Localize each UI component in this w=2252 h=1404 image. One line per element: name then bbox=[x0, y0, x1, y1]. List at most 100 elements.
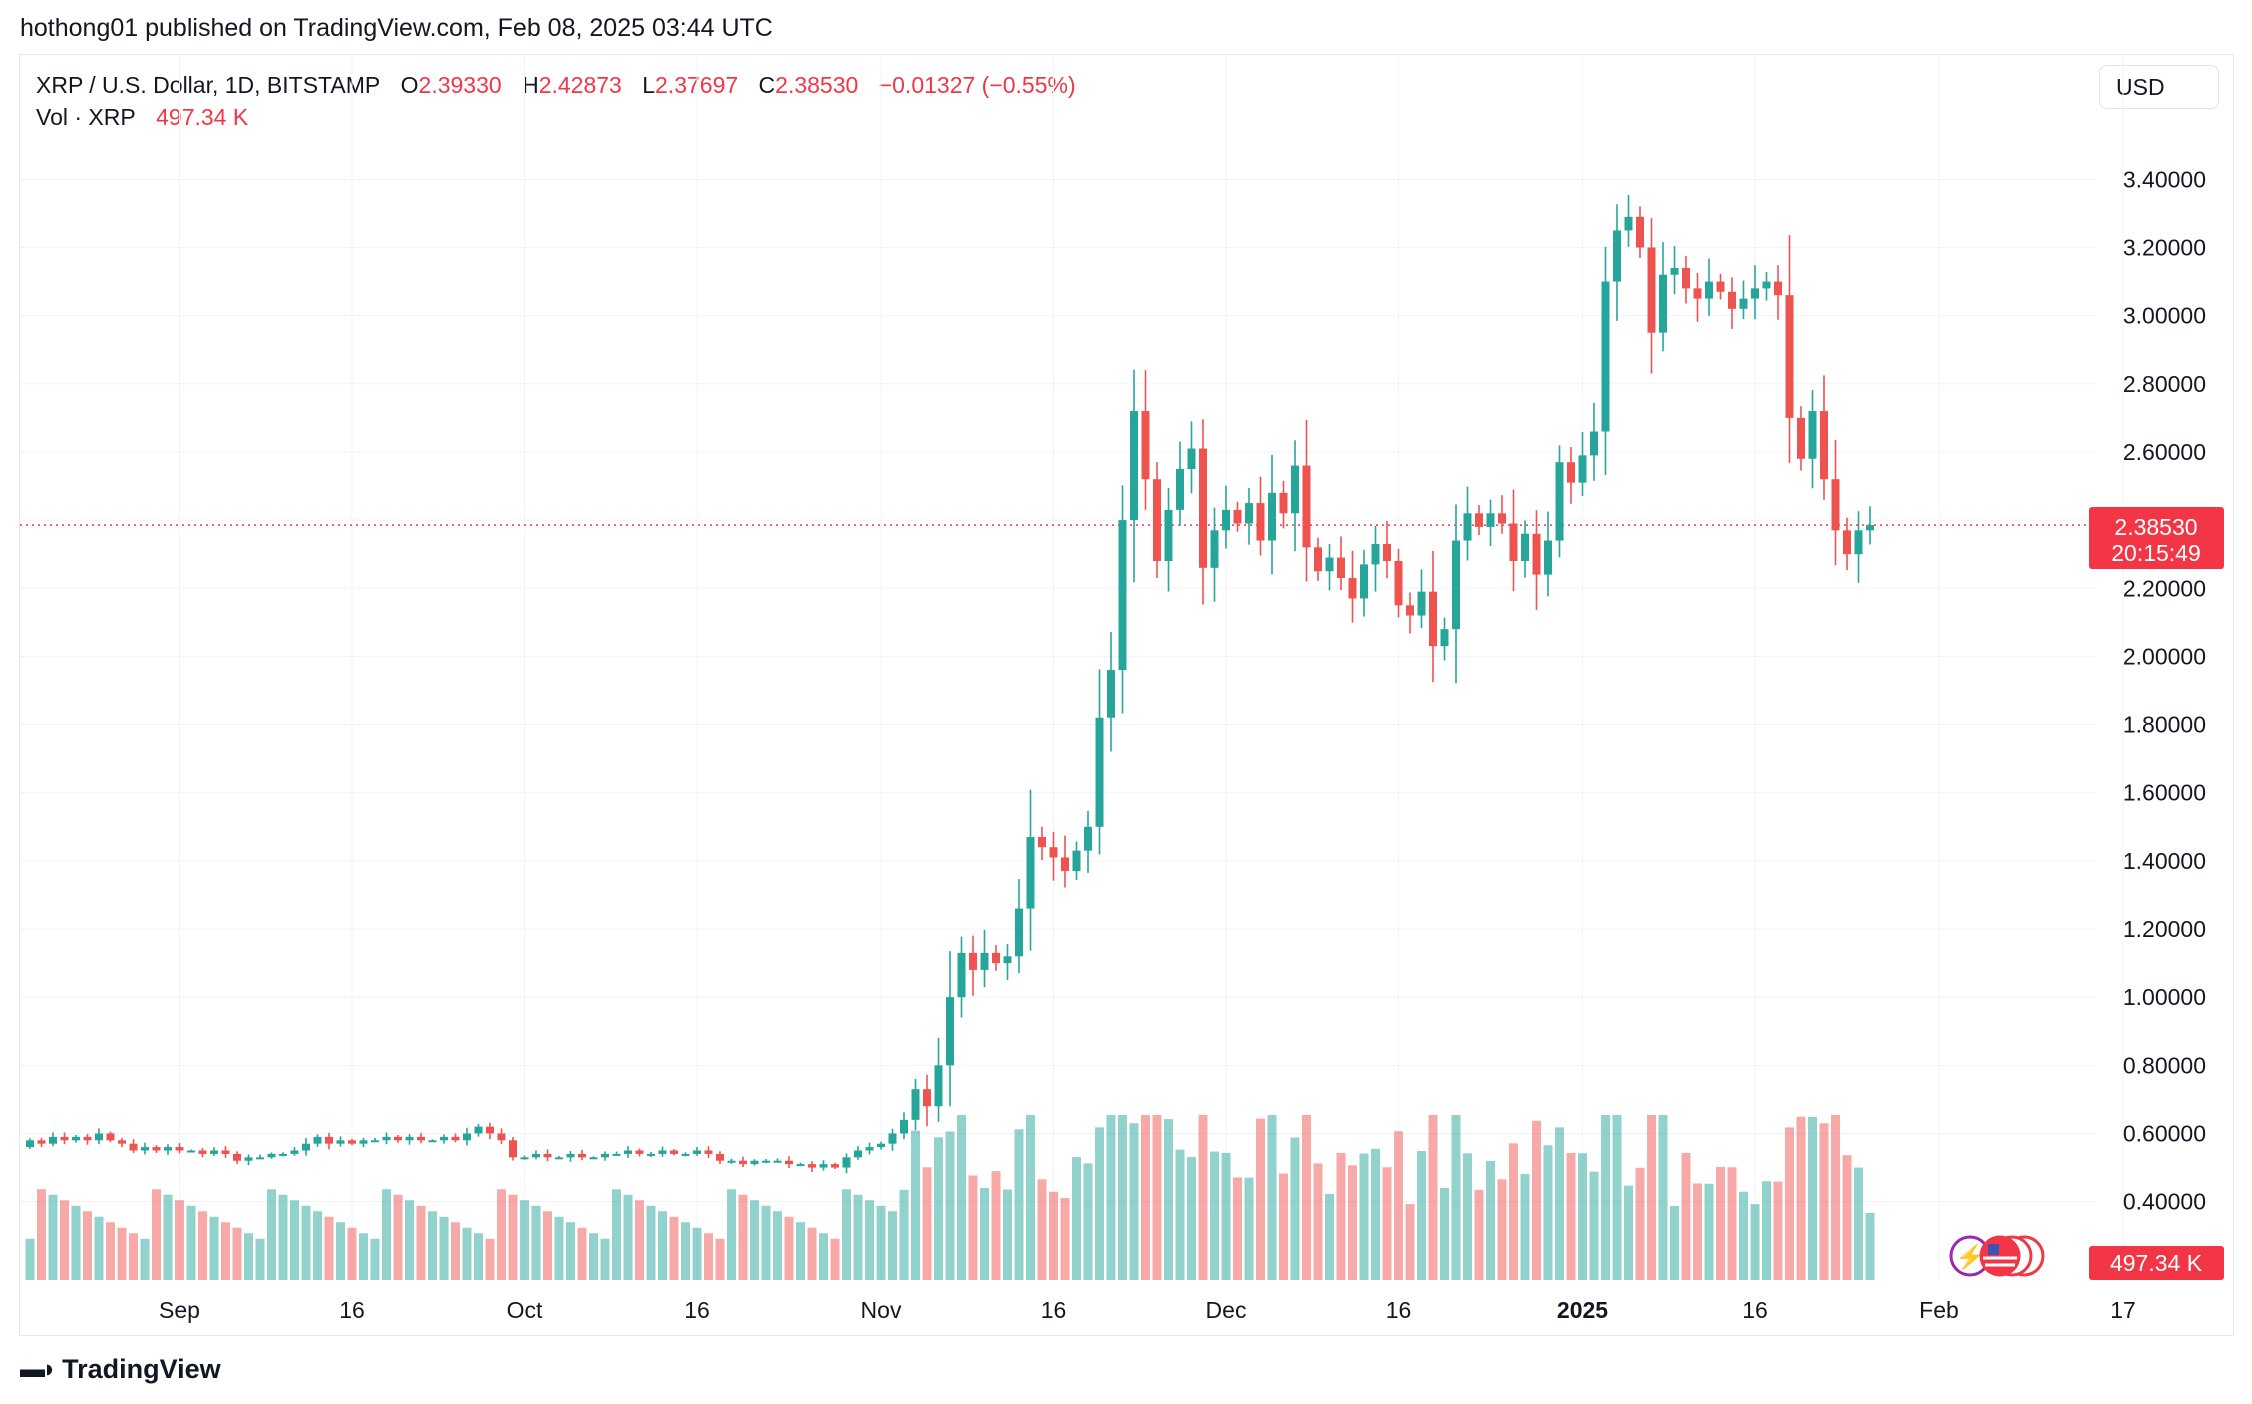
volume-bar bbox=[1405, 1204, 1415, 1280]
candle-body bbox=[520, 1157, 529, 1160]
volume-bar bbox=[1348, 1165, 1357, 1280]
volume-bar bbox=[1463, 1153, 1472, 1280]
candle-body bbox=[359, 1140, 368, 1144]
candle-body bbox=[1751, 288, 1759, 299]
candle-body bbox=[1716, 281, 1725, 292]
volume-bar bbox=[1693, 1183, 1702, 1280]
x-tick-label: 16 bbox=[1386, 1297, 1412, 1323]
volume-bar bbox=[1083, 1163, 1093, 1280]
candle-body bbox=[152, 1147, 161, 1151]
volume-bar bbox=[1359, 1153, 1369, 1280]
candle-body bbox=[1348, 578, 1357, 599]
volume-bar bbox=[1681, 1152, 1691, 1280]
candle-body bbox=[233, 1153, 241, 1161]
y-tick-label: 3.40000 bbox=[2123, 166, 2206, 192]
candle-body bbox=[141, 1147, 149, 1151]
volume-value: 497.34 K bbox=[156, 104, 249, 130]
volume-bar bbox=[1210, 1151, 1219, 1280]
volume-bar bbox=[1578, 1153, 1587, 1280]
time-axis[interactable]: Sep 16 Oct 16 Nov 16 Dec 16 2025 16 Feb 17 bbox=[159, 1297, 2136, 1323]
volume-bar bbox=[1417, 1151, 1426, 1280]
volume-bar bbox=[1762, 1181, 1771, 1280]
y-tick-label: 3.20000 bbox=[2123, 234, 2206, 260]
symbol-legend: XRP / U.S. Dollar, 1D, BITSTAMP O2.39330… bbox=[36, 72, 1076, 99]
volume-bar bbox=[1612, 1115, 1622, 1280]
volume-bar bbox=[1704, 1183, 1714, 1280]
x-tick-label: 16 bbox=[1742, 1297, 1768, 1323]
candle-body bbox=[1406, 605, 1414, 616]
candle-body bbox=[244, 1157, 253, 1161]
volume-bar bbox=[1382, 1167, 1392, 1280]
candle-body bbox=[1061, 857, 1069, 872]
candle-body bbox=[302, 1143, 310, 1151]
candle-body bbox=[49, 1136, 57, 1144]
candle-body bbox=[417, 1136, 425, 1141]
volume-bar bbox=[1520, 1173, 1530, 1280]
x-tick-label: Dec bbox=[1206, 1297, 1247, 1323]
candle-body bbox=[348, 1140, 356, 1144]
candle-body bbox=[1130, 411, 1138, 521]
event-icons[interactable]: ⚡ bbox=[1949, 1235, 2045, 1277]
volume-bar bbox=[1785, 1127, 1794, 1280]
candle-body bbox=[1475, 513, 1483, 527]
candle-body bbox=[1095, 717, 1104, 827]
price-axis[interactable]: 3.400003.200003.000002.800002.600002.400… bbox=[2123, 166, 2206, 1214]
symbol-name[interactable]: XRP / U.S. Dollar, 1D, BITSTAMP bbox=[36, 72, 381, 98]
volume-bar bbox=[589, 1233, 598, 1280]
volume-label[interactable]: Vol · XRP bbox=[36, 104, 136, 130]
volume-bar bbox=[48, 1194, 58, 1280]
candle-body bbox=[1394, 560, 1403, 606]
candle-body bbox=[1762, 281, 1771, 289]
candle-body bbox=[1291, 465, 1299, 514]
candle-body bbox=[842, 1157, 851, 1168]
candle-body bbox=[750, 1160, 759, 1165]
tradingview-logo-icon: ▬◗ bbox=[20, 1355, 57, 1383]
candle-body bbox=[969, 952, 977, 970]
candle-body bbox=[1486, 513, 1495, 527]
close-key: C bbox=[758, 72, 776, 98]
candle-body bbox=[1084, 826, 1092, 851]
volume-bar bbox=[1509, 1143, 1518, 1280]
volume-bar bbox=[1003, 1189, 1012, 1280]
candle-body bbox=[1463, 513, 1472, 541]
volume-bar bbox=[784, 1216, 794, 1280]
candle-body bbox=[1176, 468, 1184, 510]
volume-bar bbox=[1750, 1204, 1760, 1280]
volume-bar bbox=[474, 1233, 483, 1280]
candle-body bbox=[451, 1136, 460, 1141]
volume-bar bbox=[94, 1216, 104, 1280]
volume-bar bbox=[1049, 1191, 1058, 1280]
volume-bar bbox=[232, 1227, 242, 1280]
candle-body bbox=[1199, 448, 1207, 568]
volume-bar bbox=[1175, 1149, 1185, 1280]
volume-bar bbox=[635, 1200, 644, 1280]
volume-bar bbox=[1267, 1115, 1277, 1280]
high-key: H bbox=[522, 72, 539, 98]
volume-bar bbox=[922, 1167, 932, 1280]
volume-tag bbox=[2089, 1246, 2224, 1280]
candle-body bbox=[187, 1150, 195, 1153]
candle-body bbox=[1383, 543, 1391, 561]
candle-body bbox=[382, 1136, 391, 1141]
candle-body bbox=[164, 1147, 172, 1151]
volume-bar bbox=[1244, 1177, 1254, 1280]
candle-body bbox=[210, 1150, 218, 1154]
candle-body bbox=[1141, 411, 1150, 480]
volume-bar bbox=[1635, 1167, 1645, 1280]
volume-bar bbox=[543, 1211, 552, 1280]
volume-bar bbox=[117, 1227, 127, 1280]
volume-bar bbox=[1589, 1171, 1599, 1280]
volume-bar bbox=[554, 1216, 564, 1280]
candle-body bbox=[946, 997, 954, 1066]
tradingview-brand[interactable]: ▬◗ TradingView bbox=[20, 1354, 221, 1385]
currency-button[interactable]: USD bbox=[2099, 65, 2219, 109]
volume-bar bbox=[1256, 1118, 1265, 1280]
volume-bar bbox=[1279, 1173, 1288, 1280]
candle-body bbox=[658, 1150, 667, 1154]
us-flag-icon[interactable] bbox=[1979, 1235, 2021, 1277]
volume-bar bbox=[393, 1194, 403, 1280]
volume-bar bbox=[1371, 1148, 1380, 1280]
volume-bar bbox=[1106, 1115, 1116, 1280]
volume-bar bbox=[750, 1200, 759, 1280]
